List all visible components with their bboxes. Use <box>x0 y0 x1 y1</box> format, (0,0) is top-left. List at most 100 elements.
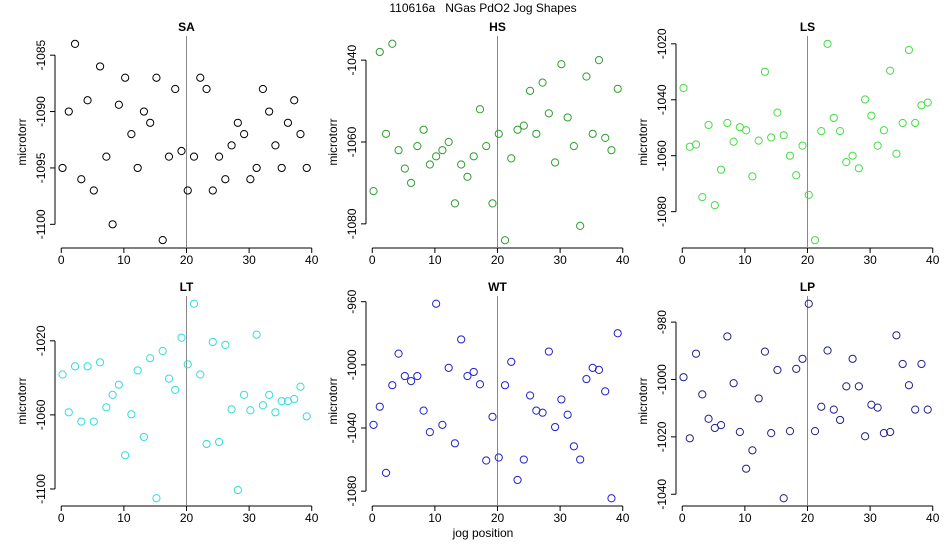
point <box>265 107 274 116</box>
point <box>513 125 522 134</box>
point <box>773 108 782 117</box>
point <box>146 354 155 363</box>
point <box>258 401 267 410</box>
point <box>457 160 466 169</box>
point <box>164 374 174 383</box>
point <box>240 130 249 139</box>
point <box>444 363 453 372</box>
x-tick-label: 30 <box>553 253 567 267</box>
point <box>183 186 192 195</box>
point <box>923 98 932 107</box>
point <box>886 427 895 437</box>
point <box>202 439 211 449</box>
point <box>95 358 105 367</box>
point <box>265 390 274 399</box>
x-tick-label: 20 <box>491 511 505 525</box>
x-tick-label: 10 <box>428 511 442 525</box>
point <box>469 152 478 161</box>
x-tick-label: 10 <box>117 511 131 525</box>
x-tick-label: 40 <box>616 511 630 525</box>
point <box>594 56 604 65</box>
x-tick-label: 0 <box>369 511 376 525</box>
point <box>227 405 236 414</box>
point <box>152 494 161 503</box>
point <box>785 151 795 160</box>
y-tick-label: -1040 <box>345 412 359 443</box>
x-tick-label: 40 <box>926 511 940 525</box>
point <box>742 464 751 473</box>
point <box>779 494 788 503</box>
point <box>127 410 136 419</box>
x-tick-label: 30 <box>863 511 877 525</box>
point <box>246 406 255 415</box>
x-tick-label: 0 <box>679 511 686 525</box>
y-tick-label: -960 <box>345 289 359 313</box>
point <box>83 362 92 371</box>
point <box>164 152 174 161</box>
point <box>729 137 738 146</box>
point <box>911 405 920 414</box>
y-tick-label: -1060 <box>34 399 48 430</box>
point <box>406 377 416 386</box>
point <box>861 432 870 441</box>
point <box>829 405 838 414</box>
point <box>500 236 510 245</box>
point <box>704 120 713 130</box>
point <box>450 199 460 208</box>
point <box>601 133 610 143</box>
figure-title: 110616a NGas PdO2 Jog Shapes <box>389 1 576 15</box>
point <box>214 437 224 447</box>
point <box>302 412 311 421</box>
point <box>582 72 591 81</box>
point <box>507 154 516 163</box>
y-tick-label: -980 <box>655 310 669 334</box>
point <box>240 390 249 399</box>
point <box>810 236 820 245</box>
point <box>569 141 578 151</box>
point <box>892 149 901 158</box>
point <box>691 349 701 358</box>
x-tick-label: 10 <box>738 511 752 525</box>
point <box>767 429 776 438</box>
point <box>835 126 845 136</box>
point <box>158 236 167 245</box>
point <box>685 434 694 443</box>
y-tick-label: -1040 <box>345 44 359 75</box>
point <box>95 62 105 71</box>
point <box>214 152 224 161</box>
point <box>70 362 80 371</box>
point <box>296 382 305 391</box>
point <box>77 417 86 426</box>
point <box>861 95 870 104</box>
point <box>911 118 920 128</box>
point <box>773 365 782 375</box>
point <box>369 187 378 196</box>
point <box>613 329 622 338</box>
point <box>760 347 770 356</box>
point <box>463 172 472 181</box>
point <box>823 39 832 48</box>
point <box>867 111 876 120</box>
point <box>563 410 572 419</box>
point <box>835 415 845 425</box>
point <box>494 129 503 138</box>
point <box>233 485 242 495</box>
point <box>767 133 776 142</box>
x-tick-label: 30 <box>553 511 567 525</box>
point <box>89 186 98 195</box>
point <box>89 417 98 426</box>
y-tick-label: -1020 <box>655 421 669 452</box>
point <box>698 390 707 399</box>
point <box>557 395 566 404</box>
point <box>848 151 857 160</box>
point <box>196 370 205 379</box>
point <box>221 175 230 184</box>
x-tick-label: 10 <box>117 253 131 267</box>
point <box>538 408 547 417</box>
point <box>792 171 801 180</box>
point <box>83 96 92 105</box>
point <box>798 141 807 150</box>
point <box>432 152 441 161</box>
point <box>873 403 882 412</box>
point <box>848 354 857 363</box>
